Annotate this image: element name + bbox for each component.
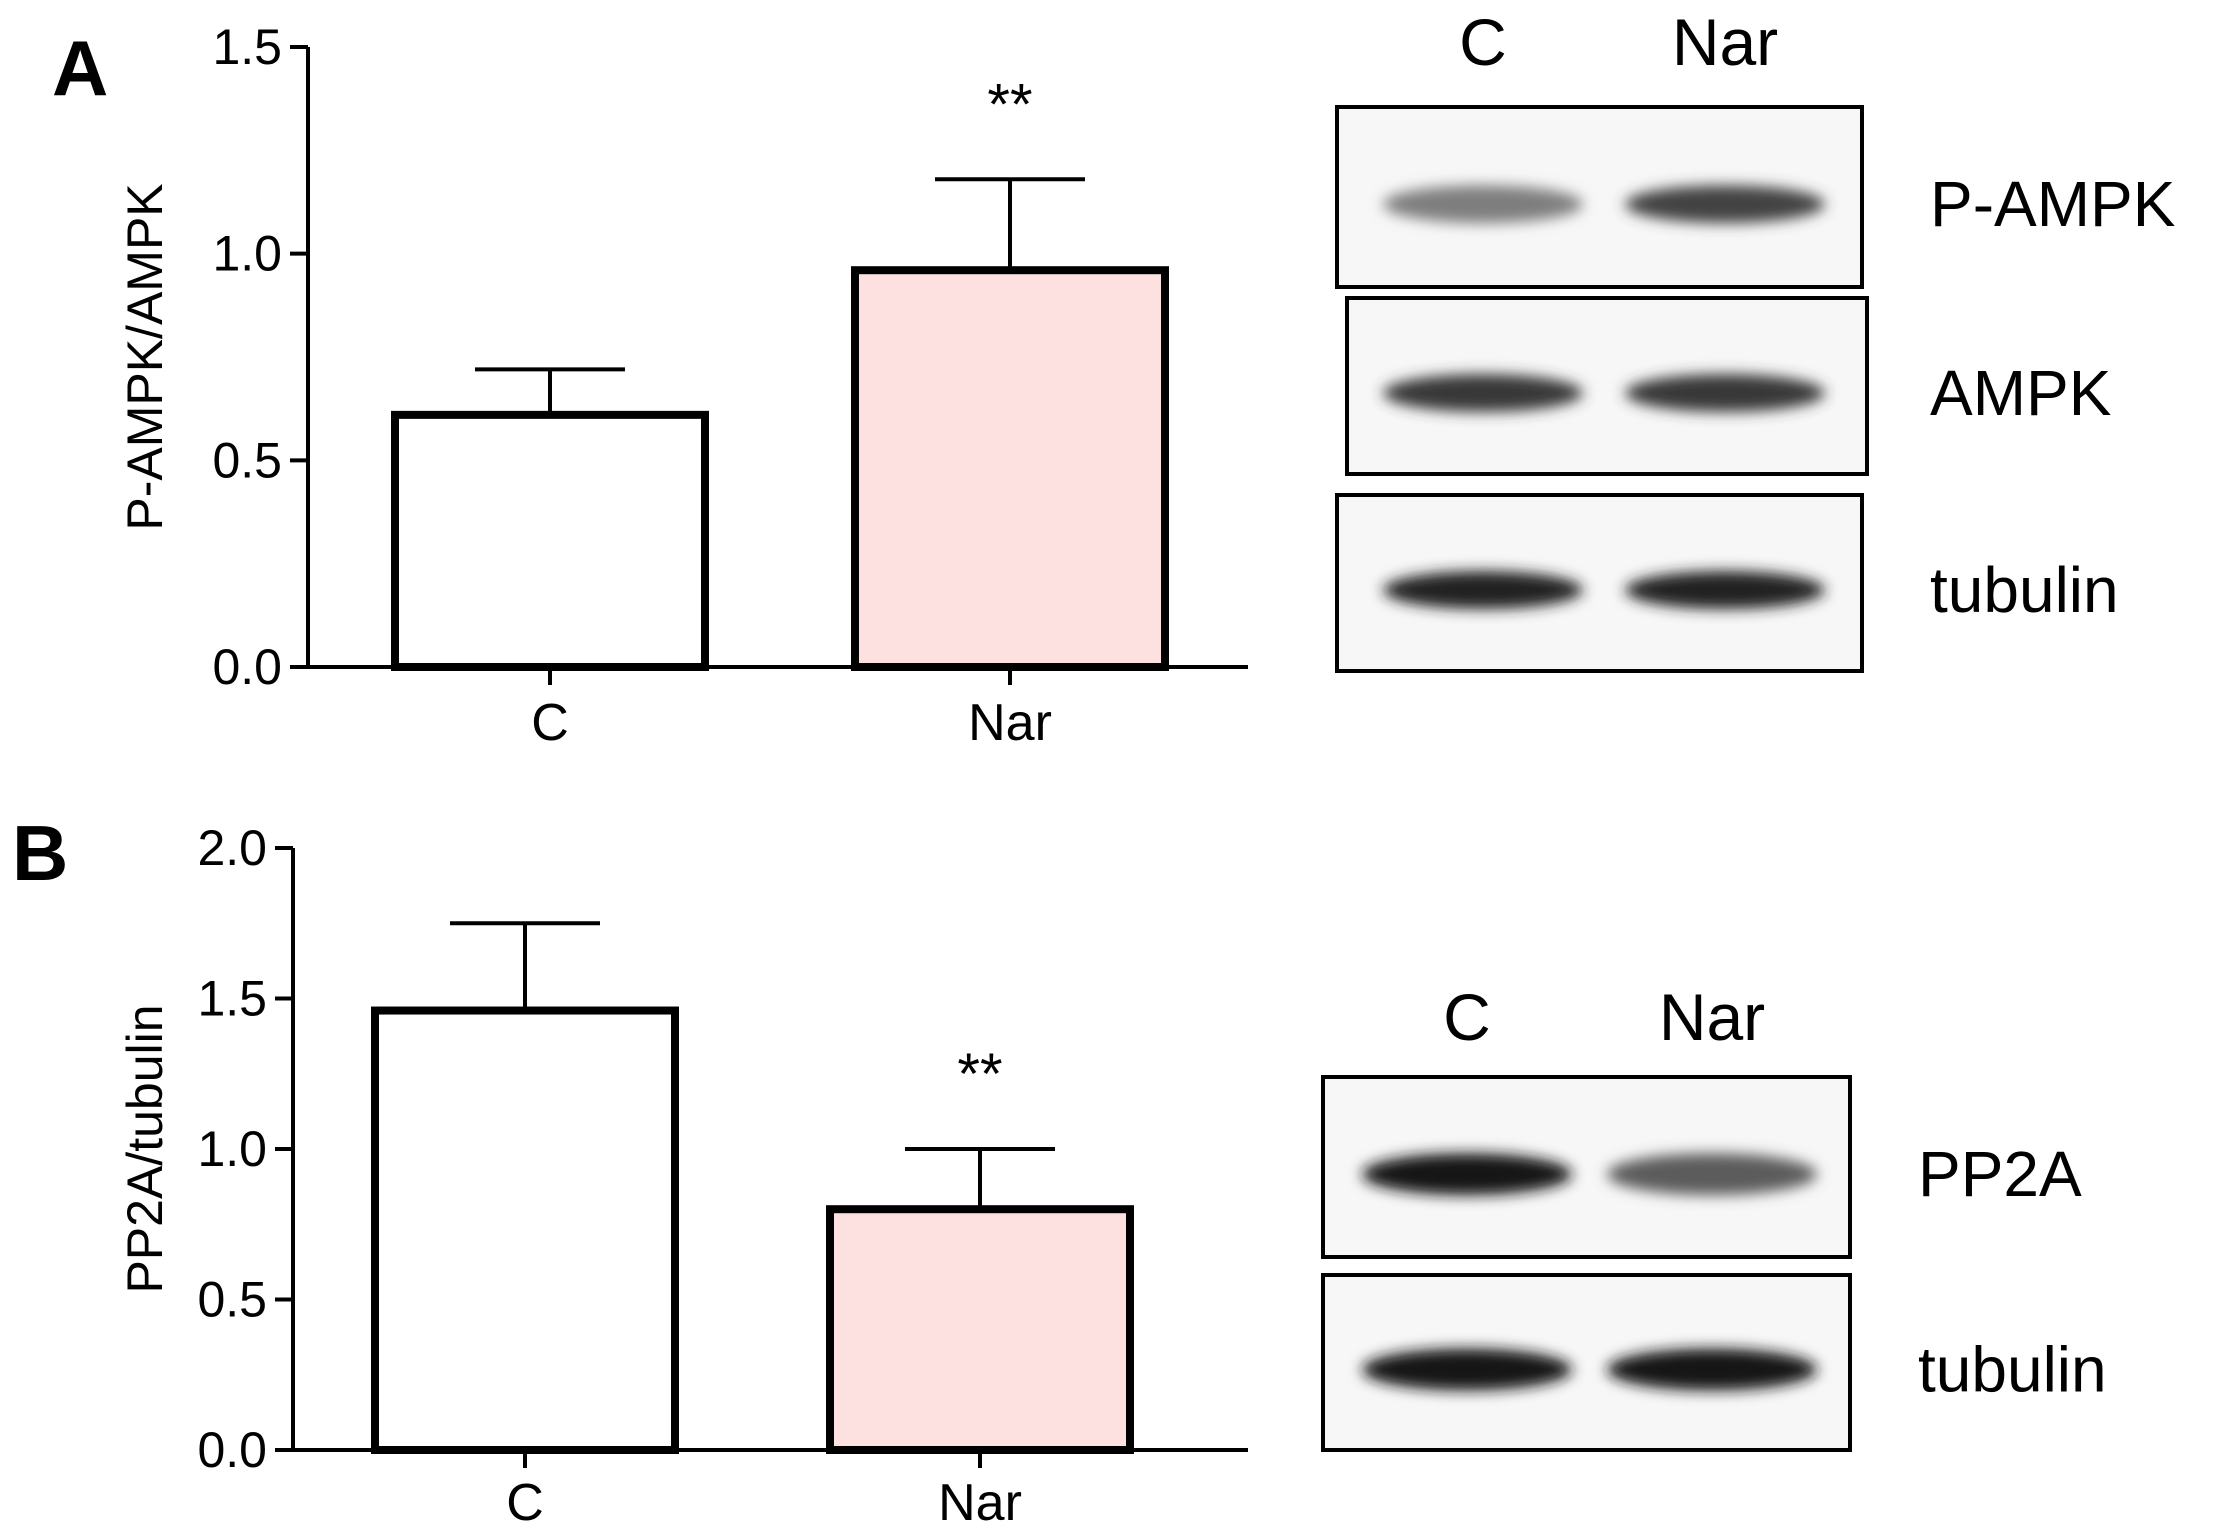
x-tick-label: Nar xyxy=(968,694,1052,752)
blot-row-label: PP2A xyxy=(1918,1138,2082,1210)
panel-a: A 0.0 0.5 1.0 1.5 P-AMPK/AMPK C ** Nar C Nar P-AMPK… xyxy=(52,5,2175,752)
blot-band xyxy=(1383,374,1583,413)
blot-row-label: AMPK xyxy=(1930,357,2111,429)
blot-band xyxy=(1383,571,1583,610)
bar xyxy=(851,266,1169,671)
y-tick-label: 0.0 xyxy=(212,639,282,695)
blot-band xyxy=(1607,1348,1817,1391)
panel-letter: B xyxy=(12,809,68,897)
y-tick-label: 2.0 xyxy=(197,820,267,876)
blot-band xyxy=(1362,1153,1572,1196)
y-tick-label: 0.5 xyxy=(212,432,282,488)
y-tick-label: 0.0 xyxy=(197,1422,267,1478)
significance-label: ** xyxy=(987,72,1032,137)
blot-band xyxy=(1625,185,1825,224)
y-tick-label: 0.5 xyxy=(197,1272,267,1328)
panel-letter: A xyxy=(52,24,108,112)
y-tick-label: 1.0 xyxy=(197,1121,267,1177)
blot-band xyxy=(1625,374,1825,413)
y-tick-label: 1.5 xyxy=(212,19,282,75)
blot-row-label: tubulin xyxy=(1918,1334,2107,1406)
blot-lane-label: C xyxy=(1443,980,1491,1054)
blot-lane-label: Nar xyxy=(1672,5,1778,79)
blot-band xyxy=(1383,185,1583,224)
panel-b: B 0.0 0.5 1.0 1.5 2.0 PP2A/tubulin C ** Nar C Nar PP… xyxy=(12,809,2107,1532)
x-tick-label: C xyxy=(531,694,569,752)
y-tick-label: 1.0 xyxy=(212,226,282,282)
blot-band xyxy=(1625,571,1825,610)
blot-band xyxy=(1607,1153,1817,1196)
blot-lane-label: Nar xyxy=(1659,980,1765,1054)
bar xyxy=(371,1006,679,1454)
y-tick-label: 1.5 xyxy=(197,971,267,1027)
y-axis-label: P-AMPK/AMPK xyxy=(117,183,173,530)
blot-row-label: tubulin xyxy=(1930,554,2119,626)
significance-label: ** xyxy=(957,1042,1002,1107)
bar xyxy=(391,410,709,671)
bar xyxy=(826,1205,1134,1454)
blot-row-label: P-AMPK xyxy=(1930,168,2175,240)
blot-band xyxy=(1362,1348,1572,1391)
x-tick-label: Nar xyxy=(938,1474,1022,1532)
blot-lane-label: C xyxy=(1459,5,1507,79)
y-axis-label: PP2A/tubulin xyxy=(117,1004,173,1293)
x-tick-label: C xyxy=(506,1474,544,1532)
